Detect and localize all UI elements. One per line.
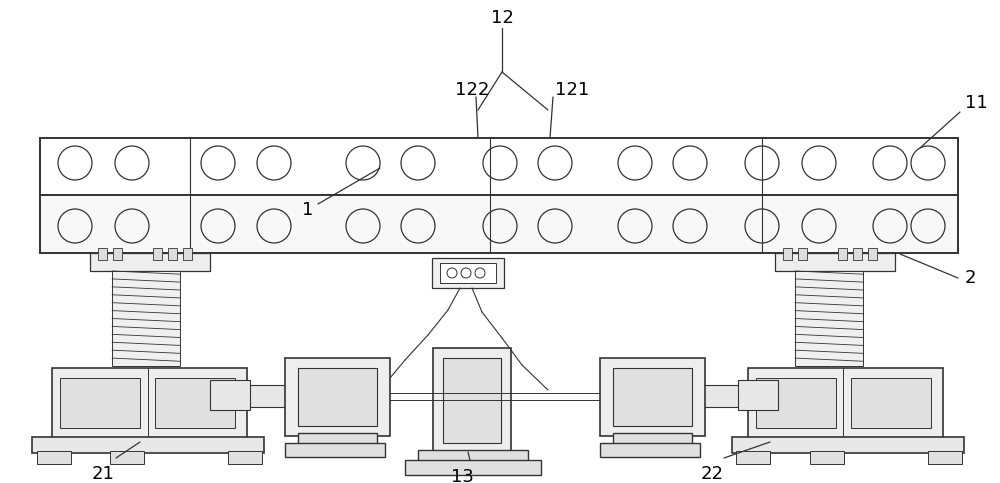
- Bar: [183, 248, 192, 260]
- Bar: [756, 378, 836, 428]
- Text: 13: 13: [451, 468, 473, 483]
- Bar: [600, 443, 700, 457]
- Bar: [613, 433, 692, 445]
- Bar: [613, 368, 692, 426]
- Bar: [168, 248, 177, 260]
- Bar: [298, 368, 377, 426]
- Bar: [37, 451, 71, 464]
- Text: 2: 2: [965, 269, 976, 287]
- Bar: [210, 380, 250, 410]
- Bar: [98, 248, 107, 260]
- Bar: [153, 248, 162, 260]
- Text: 22: 22: [700, 465, 724, 483]
- Bar: [60, 378, 140, 428]
- Bar: [110, 451, 144, 464]
- Bar: [248, 385, 288, 407]
- Text: 21: 21: [92, 465, 114, 483]
- Bar: [112, 271, 180, 366]
- Bar: [90, 253, 210, 271]
- Bar: [155, 378, 235, 428]
- Bar: [853, 248, 862, 260]
- Bar: [433, 348, 511, 453]
- Bar: [738, 380, 778, 410]
- Bar: [113, 248, 122, 260]
- Text: 121: 121: [555, 81, 589, 99]
- Bar: [52, 368, 247, 440]
- Text: 122: 122: [455, 81, 489, 99]
- Bar: [928, 451, 962, 464]
- Text: 11: 11: [965, 94, 988, 112]
- Text: 12: 12: [491, 9, 513, 27]
- Bar: [775, 253, 895, 271]
- Bar: [40, 138, 958, 195]
- Bar: [868, 248, 877, 260]
- Bar: [700, 385, 740, 407]
- Text: 1: 1: [302, 201, 314, 219]
- Bar: [285, 443, 385, 457]
- Bar: [748, 368, 943, 440]
- Bar: [443, 358, 501, 443]
- Bar: [418, 450, 528, 462]
- Bar: [732, 437, 964, 453]
- Bar: [851, 378, 931, 428]
- Bar: [440, 263, 496, 283]
- Bar: [432, 258, 504, 288]
- Bar: [810, 451, 844, 464]
- Bar: [40, 195, 958, 253]
- Bar: [298, 433, 377, 445]
- Bar: [838, 248, 847, 260]
- Bar: [798, 248, 807, 260]
- Bar: [405, 460, 541, 475]
- Bar: [783, 248, 792, 260]
- Bar: [795, 271, 863, 366]
- Bar: [736, 451, 770, 464]
- Bar: [600, 358, 705, 436]
- Bar: [285, 358, 390, 436]
- Bar: [32, 437, 264, 453]
- Bar: [228, 451, 262, 464]
